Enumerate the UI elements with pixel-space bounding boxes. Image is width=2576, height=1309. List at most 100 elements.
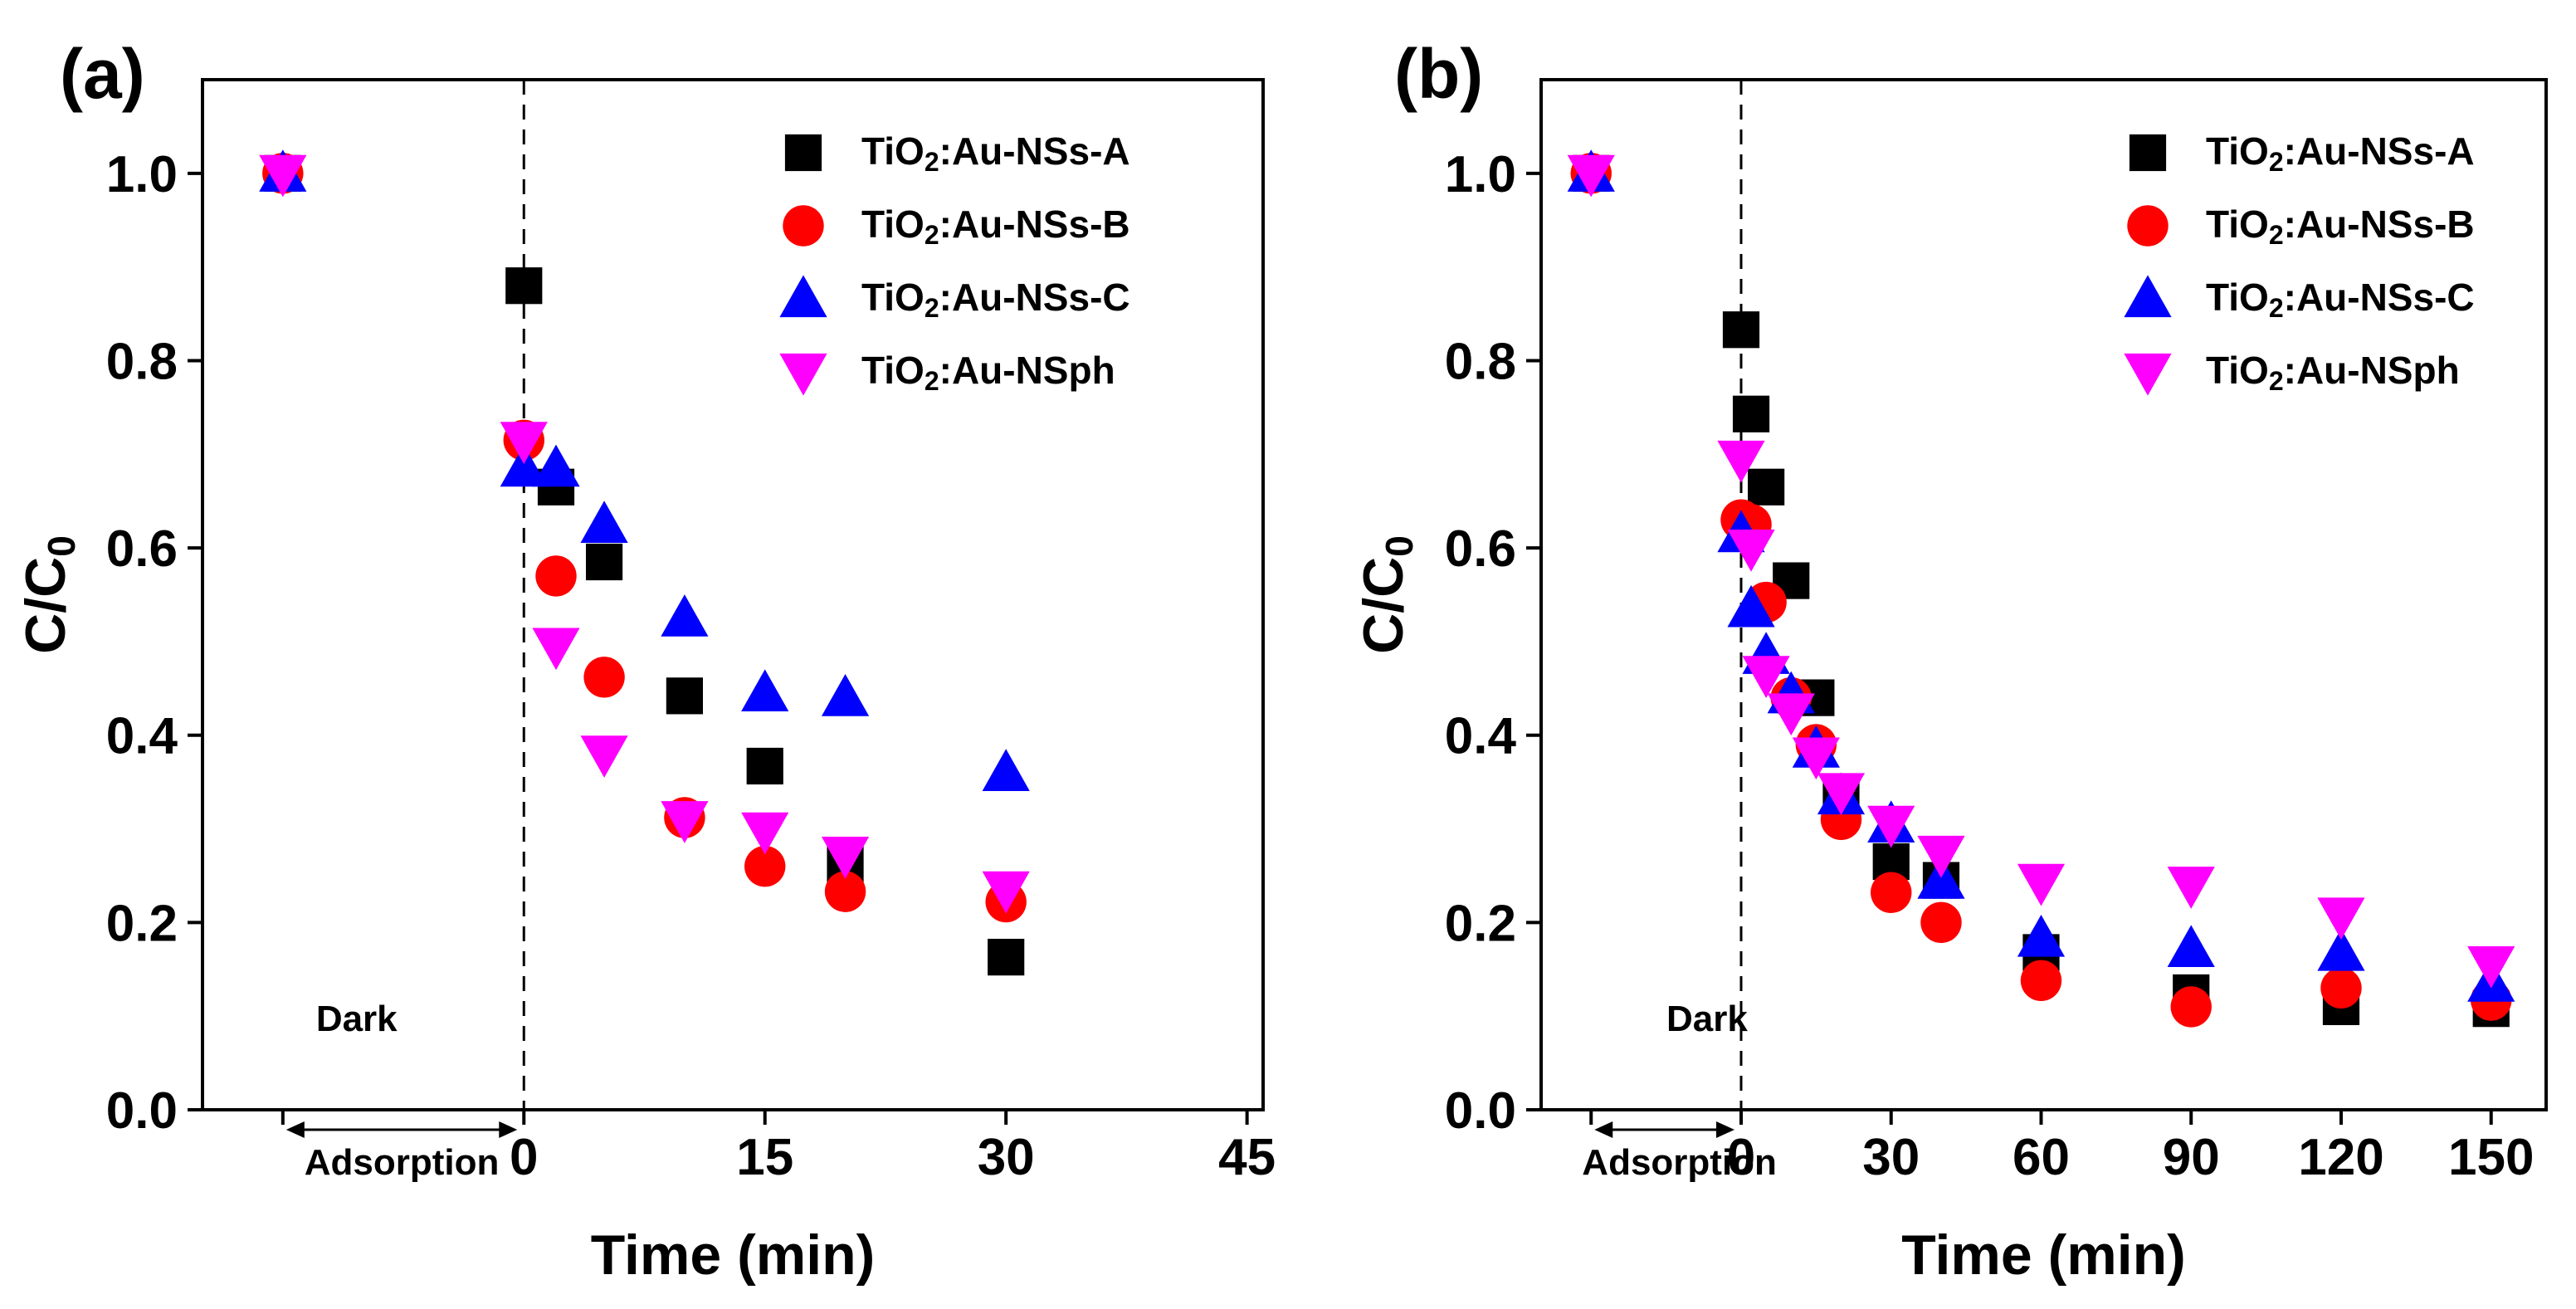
plot-frame <box>201 78 1265 1111</box>
data-point <box>500 422 548 464</box>
data-point <box>505 267 543 305</box>
data-point <box>2320 967 2362 1009</box>
x-tick-label: 90 <box>2163 1129 2220 1186</box>
data-point <box>532 444 580 487</box>
series-3 <box>259 149 1030 791</box>
data-point <box>1871 872 1912 913</box>
series-4 <box>1567 154 2515 989</box>
data-point <box>746 747 783 785</box>
data-point <box>2167 867 2215 909</box>
legend-marker <box>784 134 822 172</box>
legend-entry: TiO2:Au-NSs-B <box>2206 203 2475 250</box>
data-point <box>1567 154 1615 198</box>
data-point <box>821 674 870 716</box>
data-point <box>821 837 870 879</box>
data-point <box>741 669 789 712</box>
legend-marker <box>2129 134 2167 172</box>
data-point <box>500 444 548 487</box>
adsorption-label: Adsorption <box>1582 1142 1777 1183</box>
x-axis-title: Time (min) <box>1901 1224 2186 1287</box>
data-point <box>580 735 628 778</box>
dark-label: Dark <box>316 999 398 1039</box>
y-axis-title: C/C0 <box>1352 535 1421 654</box>
data-point <box>259 154 307 198</box>
data-point <box>982 871 1030 914</box>
panel-b: 0.0 0.2 0.4 0.6 0.8 1.0 0 30 60 90 120 150 Adsorptio… <box>1352 35 2548 1287</box>
y-tick-label: 0.2 <box>106 895 178 952</box>
y-tick-label: 0.4 <box>1445 708 1517 765</box>
data-point <box>661 594 709 637</box>
legend-entry: TiO2:Au-NSph <box>2206 349 2460 396</box>
data-point <box>2467 946 2515 989</box>
data-point <box>2317 928 2365 971</box>
data-point <box>982 749 1030 791</box>
y-tick-label: 0.6 <box>1445 520 1516 578</box>
data-point <box>2017 863 2066 906</box>
data-point <box>585 543 623 581</box>
legend-entry: TiO2:Au-NSs-B <box>861 203 1130 250</box>
data-point <box>1732 395 1770 432</box>
data-point <box>532 628 580 671</box>
data-point <box>661 801 709 843</box>
legend-marker <box>783 205 824 247</box>
dark-label: Dark <box>1666 999 1748 1039</box>
data-point <box>1727 584 1775 628</box>
panel-label: (b) <box>1394 35 1483 113</box>
data-point <box>2017 914 2066 957</box>
data-point <box>583 657 625 698</box>
y-tick-label: 1.0 <box>1445 146 1516 203</box>
x-tick-label: 15 <box>736 1129 793 1186</box>
data-point <box>741 812 789 855</box>
legend-entry: TiO2:Au-NSs-A <box>861 129 1130 177</box>
y-tick-label: 0.4 <box>106 708 178 765</box>
y-tick-label: 1.0 <box>106 146 178 203</box>
data-point <box>535 555 577 597</box>
x-tick-label: 120 <box>2298 1129 2383 1186</box>
legend-marker <box>2124 353 2172 396</box>
data-point <box>988 939 1025 976</box>
x-tick-label: 0 <box>510 1129 538 1186</box>
y-tick-label: 0.6 <box>106 520 178 578</box>
x-tick-label: 60 <box>2013 1129 2070 1186</box>
x-tick-label: 0 <box>1727 1129 1755 1186</box>
data-point <box>1917 835 1965 878</box>
x-axis-title: Time (min) <box>591 1224 876 1287</box>
data-point <box>1867 805 1915 848</box>
y-tick-label: 0.8 <box>106 333 178 390</box>
series-4 <box>259 154 1030 914</box>
data-point <box>1742 656 1790 698</box>
series-2 <box>262 153 1027 923</box>
arrow-head-right <box>1715 1121 1734 1138</box>
x-tick-label: 30 <box>1862 1129 1920 1186</box>
data-point <box>580 501 628 543</box>
panel-label: (a) <box>60 35 145 113</box>
legend-entry: TiO2:Au-NSs-A <box>2206 129 2475 177</box>
x-tick-label: 45 <box>1218 1129 1276 1186</box>
legend-entry: TiO2:Au-NSs-C <box>861 276 1130 323</box>
plot-frame <box>1539 78 2548 1111</box>
legend-marker <box>779 275 827 318</box>
data-point <box>2317 897 2365 940</box>
data-point <box>1767 693 1815 736</box>
y-tick-label: 0.0 <box>1445 1082 1516 1140</box>
y-tick-label: 0.8 <box>1445 333 1516 390</box>
data-point <box>666 677 704 715</box>
data-point <box>744 845 786 887</box>
y-axis-title: C/C0 <box>14 535 83 654</box>
data-point <box>1817 773 1866 816</box>
legend-entry: TiO2:Au-NSs-C <box>2206 276 2475 323</box>
legend-marker <box>2127 205 2169 247</box>
data-point <box>1792 737 1840 780</box>
y-tick-label: 0.0 <box>106 1082 178 1140</box>
data-point <box>2170 986 2212 1028</box>
legend-marker <box>779 353 827 396</box>
adsorption-label: Adsorption <box>305 1142 500 1183</box>
data-point <box>2167 925 2215 968</box>
data-point <box>1722 311 1760 349</box>
legend-marker <box>2124 275 2172 318</box>
data-point <box>1920 901 1962 944</box>
data-point <box>1717 440 1765 483</box>
data-point <box>1727 529 1775 572</box>
legend-entry: TiO2:Au-NSph <box>861 349 1115 396</box>
